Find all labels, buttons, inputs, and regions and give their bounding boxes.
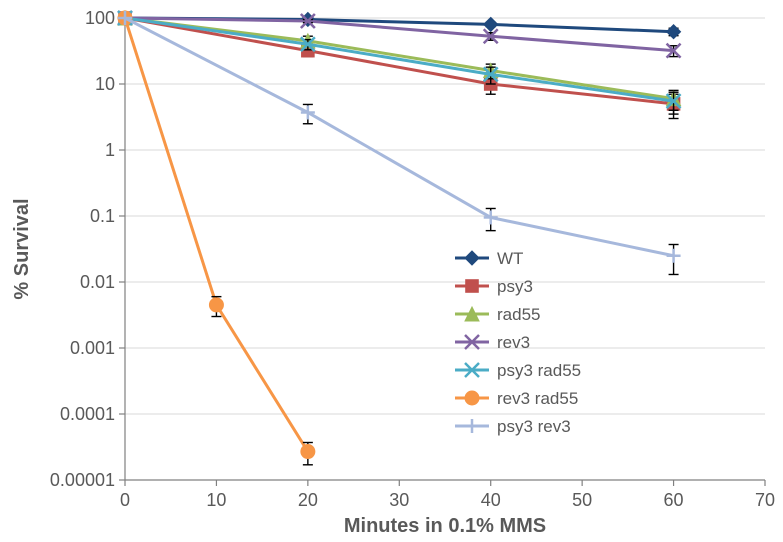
- svg-text:30: 30: [389, 490, 409, 510]
- legend-label: WT: [497, 249, 523, 268]
- svg-text:70: 70: [755, 490, 775, 510]
- legend-label: rev3 rad55: [497, 389, 578, 408]
- svg-text:60: 60: [664, 490, 684, 510]
- legend-label: rad55: [497, 305, 540, 324]
- svg-text:100: 100: [85, 8, 115, 28]
- svg-text:0.01: 0.01: [80, 272, 115, 292]
- svg-text:0.001: 0.001: [70, 338, 115, 358]
- chart-svg: 0.00001 0.0001 0.001 0.01 0.1 1 10 100 0 10 20 30 40…: [0, 0, 783, 542]
- svg-text:10: 10: [95, 74, 115, 94]
- y-axis-label: % Survival: [11, 198, 33, 299]
- svg-text:0: 0: [120, 490, 130, 510]
- legend-label: psy3: [497, 277, 533, 296]
- svg-text:50: 50: [572, 490, 592, 510]
- legend-label: rev3: [497, 333, 530, 352]
- legend-label: psy3 rev3: [497, 417, 571, 436]
- svg-text:1: 1: [105, 140, 115, 160]
- legend-label: psy3 rad55: [497, 361, 581, 380]
- svg-text:0.00001: 0.00001: [50, 470, 115, 490]
- legend-item-rev3-rad55: rev3 rad55: [455, 389, 578, 408]
- x-axis-label: Minutes in 0.1% MMS: [344, 515, 546, 537]
- svg-text:0.0001: 0.0001: [60, 404, 115, 424]
- svg-text:10: 10: [206, 490, 226, 510]
- survival-chart: 0.00001 0.0001 0.001 0.01 0.1 1 10 100 0 10 20 30 40…: [0, 0, 783, 542]
- svg-text:20: 20: [298, 490, 318, 510]
- svg-text:40: 40: [481, 490, 501, 510]
- svg-text:0.1: 0.1: [90, 206, 115, 226]
